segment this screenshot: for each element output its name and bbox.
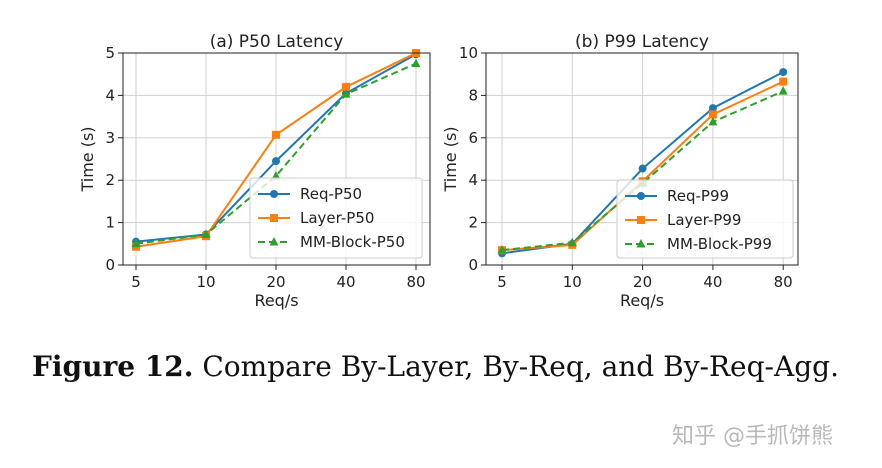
x-tick-label: 5 bbox=[131, 273, 141, 291]
legend: Req-P99 Layer-P99 MM-Block-P99 bbox=[616, 179, 794, 259]
data-point bbox=[272, 130, 280, 139]
data-point bbox=[779, 77, 788, 86]
series-line-MM-Block-P50 bbox=[135, 62, 417, 245]
x-tick-label: 80 bbox=[774, 273, 793, 291]
x-tick-label: 10 bbox=[563, 273, 582, 291]
legend-marker bbox=[270, 214, 278, 222]
legend-marker bbox=[637, 192, 645, 200]
legend-label: Req-P99 bbox=[667, 187, 729, 205]
y-tick-label: 4 bbox=[105, 86, 115, 104]
y-tick-label: 2 bbox=[468, 214, 478, 232]
y-axis-label: Time (s) bbox=[78, 126, 97, 192]
data-point bbox=[341, 89, 351, 98]
y-tick-label: 10 bbox=[459, 44, 478, 62]
x-axis-label: Req/s bbox=[254, 291, 298, 310]
y-tick-label: 6 bbox=[468, 129, 478, 147]
x-tick-label: 40 bbox=[703, 273, 722, 291]
x-tick-label: 10 bbox=[196, 273, 215, 291]
data-point bbox=[271, 170, 281, 180]
plot-frame bbox=[485, 52, 799, 266]
x-axis-label: Req/s bbox=[620, 291, 664, 310]
data-point bbox=[708, 110, 717, 119]
data-point bbox=[131, 238, 141, 248]
chart-panel-1: 5 10 20 40 80 0 1 2 3 4 5 (a) P50 Latency Req/s Time … bbox=[78, 32, 431, 310]
chart-title: (b) P99 Latency bbox=[575, 32, 709, 52]
data-point bbox=[708, 104, 717, 113]
y-tick-label: 5 bbox=[105, 44, 115, 62]
data-point bbox=[411, 58, 421, 68]
legend-marker bbox=[270, 190, 278, 198]
x-tick-label: 5 bbox=[497, 273, 507, 291]
data-point bbox=[272, 157, 280, 166]
data-point bbox=[708, 116, 718, 126]
legend-box bbox=[249, 177, 423, 259]
x-tick-label: 80 bbox=[406, 273, 425, 291]
y-tick-label: 1 bbox=[105, 214, 115, 232]
legend-marker bbox=[637, 216, 645, 224]
caption-label: Figure 12. bbox=[32, 350, 194, 383]
data-point bbox=[201, 229, 211, 238]
series-line-MM-Block-P99 bbox=[501, 90, 784, 252]
x-tick-label: 20 bbox=[633, 273, 652, 291]
plot-frame bbox=[122, 52, 431, 266]
legend-label: Layer-P50 bbox=[300, 209, 374, 227]
chart-title: (a) P50 Latency bbox=[210, 32, 344, 52]
legend-label: MM-Block-P50 bbox=[300, 233, 405, 251]
x-tick-label: 40 bbox=[336, 273, 355, 291]
chart-panel-2: 5 10 20 40 80 0 2 4 6 8 10 (b) P99 Latency Req/s Time… bbox=[441, 32, 799, 310]
y-axis-label: Time (s) bbox=[441, 126, 460, 192]
y-tick-label: 0 bbox=[468, 256, 478, 274]
data-point bbox=[779, 68, 788, 77]
legend-box bbox=[616, 179, 794, 259]
figure-caption: Figure 12. Compare By-Layer, By-Req, and… bbox=[32, 350, 839, 383]
data-point bbox=[567, 237, 577, 247]
x-tick-label: 20 bbox=[266, 273, 285, 291]
data-point bbox=[778, 86, 788, 95]
y-tick-label: 2 bbox=[105, 171, 115, 189]
data-point bbox=[342, 82, 350, 91]
y-tick-label: 4 bbox=[468, 171, 478, 189]
y-tick-label: 0 bbox=[105, 256, 115, 274]
legend: Req-P50 Layer-P50 MM-Block-P50 bbox=[249, 177, 423, 259]
watermark: 知乎 @手抓饼熊 bbox=[672, 424, 833, 449]
caption-text: Compare By-Layer, By-Req, and By-Req-Agg… bbox=[193, 350, 839, 383]
legend-label: MM-Block-P99 bbox=[667, 235, 772, 253]
data-point bbox=[638, 164, 647, 173]
data-point bbox=[497, 245, 507, 254]
y-tick-label: 3 bbox=[105, 129, 115, 147]
legend-label: Layer-P99 bbox=[667, 211, 741, 229]
legend-marker bbox=[269, 237, 279, 246]
legend-marker bbox=[636, 239, 646, 248]
legend-label: Req-P50 bbox=[300, 185, 362, 203]
y-tick-label: 8 bbox=[468, 86, 478, 104]
